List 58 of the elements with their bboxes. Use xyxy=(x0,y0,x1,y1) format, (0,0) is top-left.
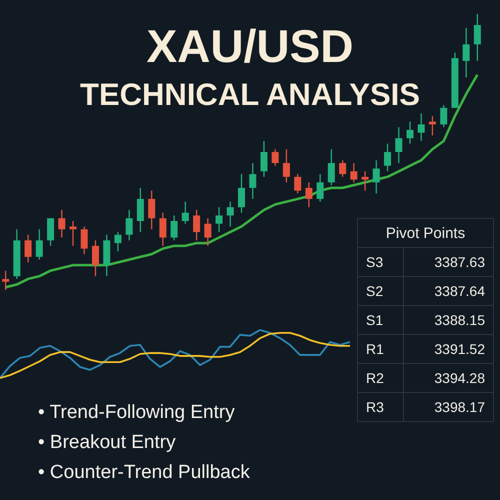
data-label: 3387.64 xyxy=(404,276,494,306)
candlestick xyxy=(238,173,245,214)
candlestick xyxy=(159,212,166,246)
candlestick xyxy=(58,209,66,238)
category-label: R1 xyxy=(358,334,404,364)
candlestick xyxy=(384,143,392,172)
candlestick xyxy=(350,162,358,183)
text: • Counter-Trend Pullback xyxy=(38,461,250,485)
candlestick xyxy=(305,182,312,208)
candlestick xyxy=(294,173,302,194)
candlestick xyxy=(204,218,212,246)
category-label: S1 xyxy=(358,306,404,334)
candlestick xyxy=(362,170,369,192)
data-label: 3398.17 xyxy=(404,392,494,422)
candlestick xyxy=(182,201,189,224)
category-label: R3 xyxy=(358,392,404,422)
candlestick xyxy=(462,27,470,78)
data-label: 3387.63 xyxy=(404,248,494,276)
candlestick xyxy=(136,187,144,233)
chart-title: XAU/USD xyxy=(146,20,354,72)
candlestick xyxy=(428,116,436,136)
candlestick xyxy=(193,209,200,241)
candlestick xyxy=(114,231,122,252)
category-label: S2 xyxy=(358,276,404,306)
candlestick xyxy=(272,148,279,166)
category-label: S3 xyxy=(358,248,404,276)
candlestick xyxy=(282,148,290,183)
candlestick xyxy=(92,240,99,277)
candlestick xyxy=(418,112,425,142)
candlestick xyxy=(249,162,256,200)
candlestick xyxy=(36,228,43,260)
candlestick xyxy=(126,209,133,241)
candlestick xyxy=(226,201,234,228)
text: TECHNICAL ANALYSIS xyxy=(80,77,420,112)
candlestick xyxy=(170,214,178,241)
candlestick xyxy=(316,173,324,202)
candlestick xyxy=(80,226,88,255)
text: • Trend-Following Entry xyxy=(38,401,236,425)
data-label: 3394.28 xyxy=(404,364,494,392)
text: Pivot Points xyxy=(358,218,494,248)
candlestick xyxy=(148,190,156,230)
candlestick xyxy=(474,13,481,62)
candlestick xyxy=(372,160,380,194)
text: • Breakout Entry xyxy=(38,431,177,455)
candlestick xyxy=(406,121,414,144)
candlestick xyxy=(328,148,335,186)
candlestick xyxy=(339,160,346,178)
data-label: 3391.52 xyxy=(404,334,494,364)
candlestick xyxy=(260,140,268,178)
candlestick xyxy=(440,104,448,128)
candlestick xyxy=(395,126,402,164)
candlestick xyxy=(2,270,10,291)
data-label: 3388.15 xyxy=(404,306,494,334)
category-label: R2 xyxy=(358,364,404,392)
candlestick xyxy=(216,206,223,233)
candlestick xyxy=(24,234,32,263)
candlestick xyxy=(70,220,77,246)
candlestick xyxy=(47,218,54,246)
